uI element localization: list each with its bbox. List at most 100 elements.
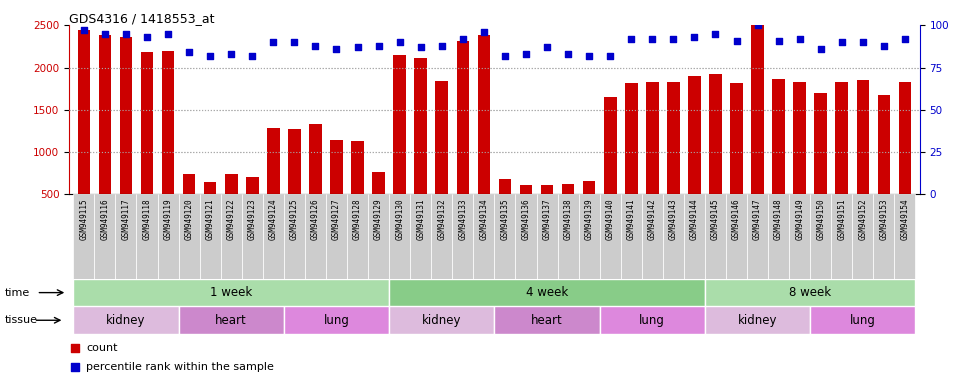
Point <box>392 39 407 45</box>
Text: GDS4316 / 1418553_at: GDS4316 / 1418553_at <box>69 12 215 25</box>
Bar <box>179 306 284 334</box>
Point <box>834 39 850 45</box>
Text: GSM949138: GSM949138 <box>564 199 572 240</box>
Bar <box>394 55 406 194</box>
Bar <box>204 182 217 194</box>
Bar <box>284 194 305 279</box>
Text: tissue: tissue <box>5 315 37 325</box>
Point <box>413 44 428 50</box>
Point <box>624 36 639 42</box>
Bar <box>747 194 768 279</box>
Text: GSM949116: GSM949116 <box>101 199 109 240</box>
Text: GSM949137: GSM949137 <box>542 199 552 240</box>
Text: GSM949136: GSM949136 <box>521 199 531 240</box>
Bar <box>326 194 347 279</box>
Point <box>771 38 786 44</box>
Point <box>224 51 239 57</box>
Bar <box>768 194 789 279</box>
Bar <box>179 194 200 279</box>
Text: GSM949142: GSM949142 <box>648 199 657 240</box>
Bar <box>263 194 284 279</box>
Text: GSM949115: GSM949115 <box>80 199 88 240</box>
Point <box>729 38 744 44</box>
Point <box>898 36 913 42</box>
Bar <box>221 194 242 279</box>
Point <box>455 36 470 42</box>
Bar <box>895 194 916 279</box>
Bar <box>410 194 431 279</box>
Text: GSM949149: GSM949149 <box>795 199 804 240</box>
Text: GSM949151: GSM949151 <box>837 199 847 240</box>
Point <box>76 27 91 33</box>
Bar <box>415 58 427 194</box>
Bar <box>899 82 911 194</box>
Point <box>308 43 324 49</box>
Bar <box>705 279 916 306</box>
Bar <box>99 35 111 194</box>
Bar <box>604 97 616 194</box>
Bar <box>852 194 874 279</box>
Text: 1 week: 1 week <box>210 286 252 299</box>
Point <box>203 53 218 59</box>
Bar <box>389 194 410 279</box>
Bar <box>246 177 258 194</box>
Text: GSM949135: GSM949135 <box>500 199 510 240</box>
Text: GSM949126: GSM949126 <box>311 199 320 240</box>
Text: GSM949139: GSM949139 <box>585 199 593 240</box>
Point <box>518 51 534 57</box>
Text: GSM949143: GSM949143 <box>669 199 678 240</box>
Text: GSM949134: GSM949134 <box>479 199 489 240</box>
Bar <box>667 82 680 194</box>
Bar <box>752 25 764 194</box>
Bar <box>200 194 221 279</box>
Text: GSM949125: GSM949125 <box>290 199 299 240</box>
Bar <box>136 194 157 279</box>
Bar <box>642 194 662 279</box>
Point <box>160 31 176 37</box>
Text: GSM949144: GSM949144 <box>690 199 699 240</box>
Bar <box>684 194 705 279</box>
Text: GSM949133: GSM949133 <box>458 199 468 240</box>
Text: GSM949150: GSM949150 <box>816 199 826 240</box>
Point <box>813 46 828 52</box>
Text: GSM949147: GSM949147 <box>753 199 762 240</box>
Bar <box>351 141 364 194</box>
Bar <box>431 194 452 279</box>
Text: GSM949117: GSM949117 <box>122 199 131 240</box>
Text: 8 week: 8 week <box>789 286 831 299</box>
Bar <box>810 306 916 334</box>
Bar <box>662 194 684 279</box>
Bar <box>709 74 722 194</box>
Bar <box>793 82 806 194</box>
Bar <box>477 35 491 194</box>
Bar <box>267 128 279 194</box>
Text: GSM949123: GSM949123 <box>248 199 256 240</box>
Point <box>792 36 807 42</box>
Bar <box>688 76 701 194</box>
Bar <box>874 194 895 279</box>
Text: heart: heart <box>215 314 247 327</box>
Point <box>686 34 702 40</box>
Bar <box>558 194 579 279</box>
Bar <box>814 93 828 194</box>
Point <box>750 22 765 28</box>
Point <box>329 46 345 52</box>
Bar <box>225 174 237 194</box>
Bar <box>78 30 90 194</box>
Bar <box>646 82 659 194</box>
Bar <box>705 306 810 334</box>
Text: GSM949148: GSM949148 <box>774 199 783 240</box>
Bar <box>494 306 600 334</box>
Bar <box>284 306 389 334</box>
Bar <box>389 279 705 306</box>
Point <box>434 43 449 49</box>
Text: GSM949132: GSM949132 <box>437 199 446 240</box>
Text: percentile rank within the sample: percentile rank within the sample <box>85 362 274 372</box>
Text: kidney: kidney <box>738 314 778 327</box>
Bar <box>877 94 890 194</box>
Text: GSM949122: GSM949122 <box>227 199 236 240</box>
Bar <box>625 83 637 194</box>
Point <box>876 43 892 49</box>
Text: GSM949141: GSM949141 <box>627 199 636 240</box>
Text: GSM949124: GSM949124 <box>269 199 277 240</box>
